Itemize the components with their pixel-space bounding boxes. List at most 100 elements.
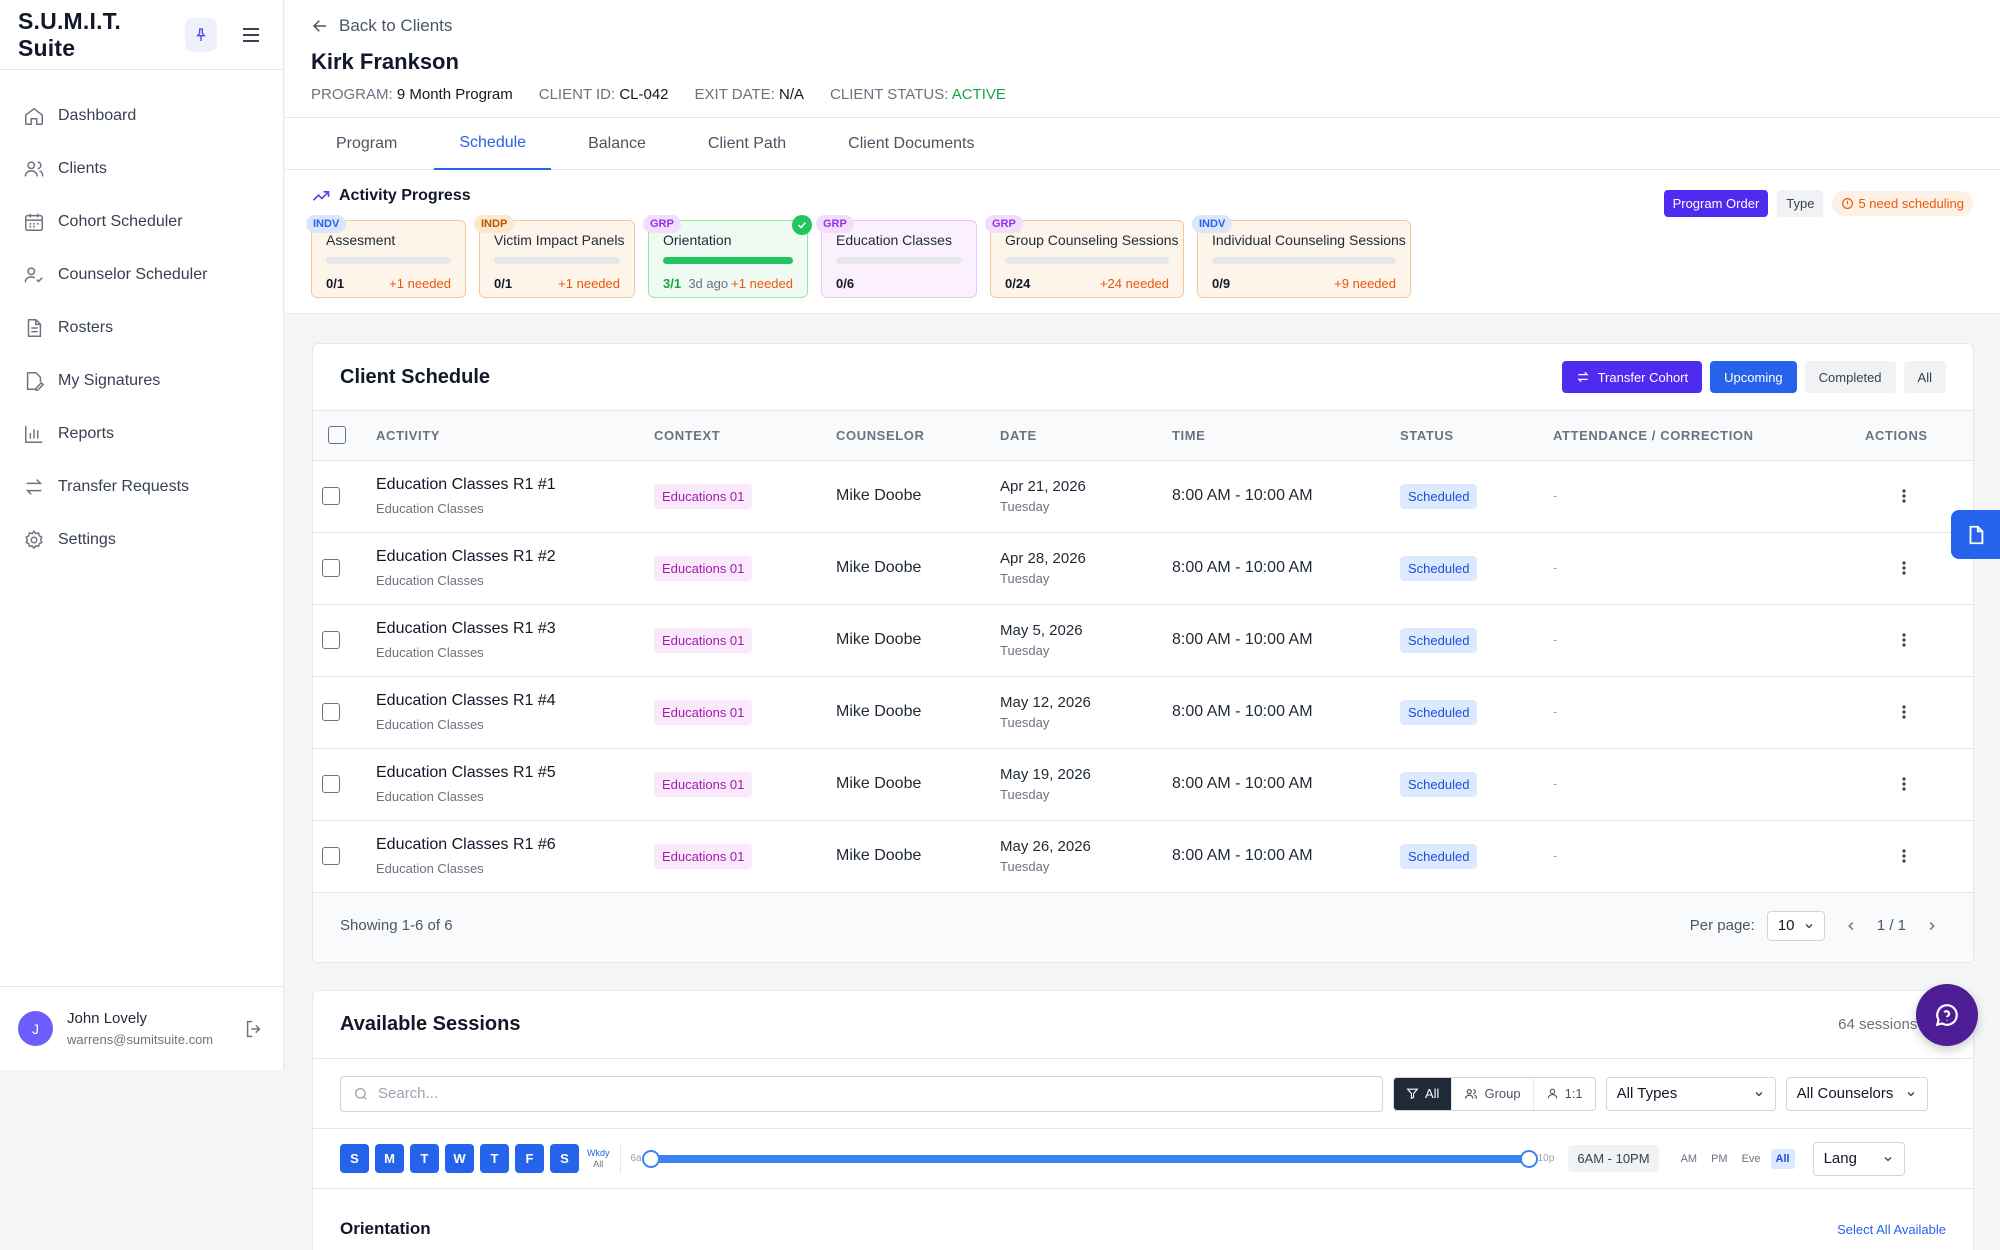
user-email: warrens@sumitsuite.com [67, 1032, 214, 1047]
chevron-down-icon [1805, 923, 1812, 928]
table-row[interactable]: Education Classes R1 #4 Education Classes… [313, 676, 1973, 749]
select-all-checkbox[interactable] [328, 426, 346, 445]
progress-card-individual-counseling-sessions[interactable]: INDV Individual Counseling Sessions 0/9 +… [1192, 215, 1411, 298]
sidebar-item-settings[interactable]: Settings [0, 513, 283, 566]
day-monday-toggle[interactable]: M [375, 1144, 404, 1173]
table-row[interactable]: Education Classes R1 #3 Education Classes… [313, 604, 1973, 677]
table-row[interactable]: Education Classes R1 #2 Education Classes… [313, 532, 1973, 605]
day-sunday-toggle[interactable]: S [340, 1144, 369, 1173]
documents-float-button[interactable] [1951, 510, 2000, 559]
select-all-available-link[interactable]: Select All Available [1837, 1221, 1946, 1237]
prev-page-button[interactable] [1837, 912, 1865, 940]
col-context: CONTEXT [654, 411, 836, 461]
sidebar-item-my-signatures[interactable]: My Signatures [0, 354, 283, 407]
row-actions-button[interactable] [1895, 487, 1913, 505]
row-actions-button[interactable] [1895, 775, 1913, 793]
sidebar-item-cohort-scheduler[interactable]: Cohort Scheduler [0, 195, 283, 248]
range-start-handle[interactable] [641, 1149, 660, 1168]
counselors-select[interactable]: All Counselors [1785, 1076, 1928, 1111]
sidebar-item-rosters[interactable]: Rosters [0, 301, 283, 354]
next-page-button[interactable] [1918, 912, 1946, 940]
sidebar-item-label: My Signatures [58, 371, 161, 389]
filter-upcoming-button[interactable]: Upcoming [1710, 361, 1797, 393]
sidebar-item-counselor-scheduler[interactable]: Counselor Scheduler [0, 248, 283, 301]
tab-schedule[interactable]: Schedule [434, 118, 552, 170]
per-page-select[interactable]: 10 [1766, 910, 1825, 941]
row-actions-button[interactable] [1895, 559, 1913, 577]
col-date: DATE [1000, 411, 1172, 461]
row-checkbox[interactable] [322, 631, 340, 649]
tab-client-path[interactable]: Client Path [707, 135, 787, 152]
session-date: May 26, 2026 [1000, 838, 1091, 855]
sessions-count: 64 sessions fo [1838, 1016, 1934, 1033]
mode-all-label: All [1425, 1086, 1440, 1101]
progress-card-education-classes[interactable]: GRP Education Classes 0/6 [816, 215, 977, 298]
counselor-name: Mike Doobe [836, 748, 1000, 821]
hamburger-menu-button[interactable] [237, 20, 265, 50]
col-counselor: COUNSELOR [836, 411, 1000, 461]
orientation-title: Orientation [340, 1219, 431, 1238]
card-count: 0/1 [326, 276, 345, 291]
progress-card-orientation[interactable]: GRP Orientation 3/1 3d ago +1 needed [643, 215, 812, 298]
pin-icon [196, 27, 206, 41]
sidebar-item-label: Clients [58, 159, 107, 177]
more-vertical-icon [1902, 489, 1906, 503]
card-needed: +1 needed [389, 276, 451, 291]
tod-eve-button[interactable]: Eve [1741, 1152, 1761, 1165]
help-chat-button[interactable] [1916, 984, 1978, 1046]
user-panel: J John Lovely warrens@sumitsuite.com [0, 986, 283, 1070]
row-actions-button[interactable] [1895, 703, 1913, 721]
sidebar-item-dashboard[interactable]: Dashboard [0, 89, 283, 142]
row-actions-button[interactable] [1895, 631, 1913, 649]
table-row[interactable]: Education Classes R1 #6 Education Classes… [313, 820, 1973, 893]
tab-client-documents[interactable]: Client Documents [848, 135, 975, 152]
mode-one-on-one-button[interactable]: 1:1 [1532, 1077, 1595, 1110]
tab-program[interactable]: Program [336, 135, 398, 152]
types-select[interactable]: All Types [1605, 1076, 1776, 1111]
row-actions-button[interactable] [1895, 847, 1913, 865]
language-select[interactable]: Lang [1812, 1141, 1905, 1176]
mode-all-button[interactable]: All [1394, 1077, 1452, 1110]
weekday-preset[interactable]: Wkdy All [587, 1148, 610, 1170]
tab-balance[interactable]: Balance [588, 135, 646, 152]
row-checkbox[interactable] [322, 559, 340, 577]
row-checkbox[interactable] [322, 487, 340, 505]
day-saturday-toggle[interactable]: S [550, 1144, 579, 1173]
document-icon [27, 318, 42, 337]
logout-button[interactable] [243, 1018, 265, 1040]
tod-all-button[interactable]: All [1770, 1148, 1795, 1169]
back-to-clients-link[interactable]: Back to Clients [311, 16, 1974, 36]
day-wednesday-toggle[interactable]: W [445, 1144, 474, 1173]
progress-card-victim-impact-panels[interactable]: INDP Victim Impact Panels 0/1 +1 needed [474, 215, 635, 298]
time-range-slider[interactable] [641, 1149, 1538, 1168]
day-thursday-toggle[interactable]: T [480, 1144, 509, 1173]
row-checkbox[interactable] [322, 703, 340, 721]
type-button[interactable]: Type [1777, 190, 1824, 217]
context-pill: Educations 01 [654, 699, 753, 725]
table-row[interactable]: Education Classes R1 #1 Education Classes… [313, 460, 1973, 533]
chevron-right-icon [1929, 921, 1935, 930]
mode-group-button[interactable]: Group [1451, 1077, 1532, 1110]
sidebar-item-transfer-requests[interactable]: Transfer Requests [0, 460, 283, 513]
day-friday-toggle[interactable]: F [515, 1144, 544, 1173]
card-last-activity: 3d ago [688, 276, 729, 291]
progress-card-group-counseling-sessions[interactable]: GRP Group Counseling Sessions 0/24 +24 ne… [985, 215, 1184, 298]
range-end-handle[interactable] [1519, 1149, 1538, 1168]
tod-pm-button[interactable]: PM [1711, 1152, 1728, 1165]
card-progress-bar [326, 257, 451, 264]
day-tuesday-toggle[interactable]: T [410, 1144, 439, 1173]
transfer-cohort-button[interactable]: Transfer Cohort [1561, 361, 1703, 393]
progress-card-assesment[interactable]: INDV Assesment 0/1 +1 needed [306, 215, 466, 298]
tod-am-button[interactable]: AM [1680, 1152, 1698, 1165]
sidebar-item-clients[interactable]: Clients [0, 142, 283, 195]
row-checkbox[interactable] [322, 775, 340, 793]
table-row[interactable]: Education Classes R1 #5 Education Classes… [313, 748, 1973, 821]
row-checkbox[interactable] [322, 847, 340, 865]
sidebar-item-reports[interactable]: Reports [0, 407, 283, 460]
filter-completed-button[interactable]: Completed [1804, 361, 1896, 393]
program-order-button[interactable]: Program Order [1663, 190, 1769, 217]
pin-sidebar-button[interactable] [184, 17, 217, 52]
available-sessions-title: Available Sessions [340, 1013, 521, 1035]
session-search-input[interactable]: Search... [340, 1075, 1383, 1112]
filter-all-button[interactable]: All [1903, 361, 1946, 393]
